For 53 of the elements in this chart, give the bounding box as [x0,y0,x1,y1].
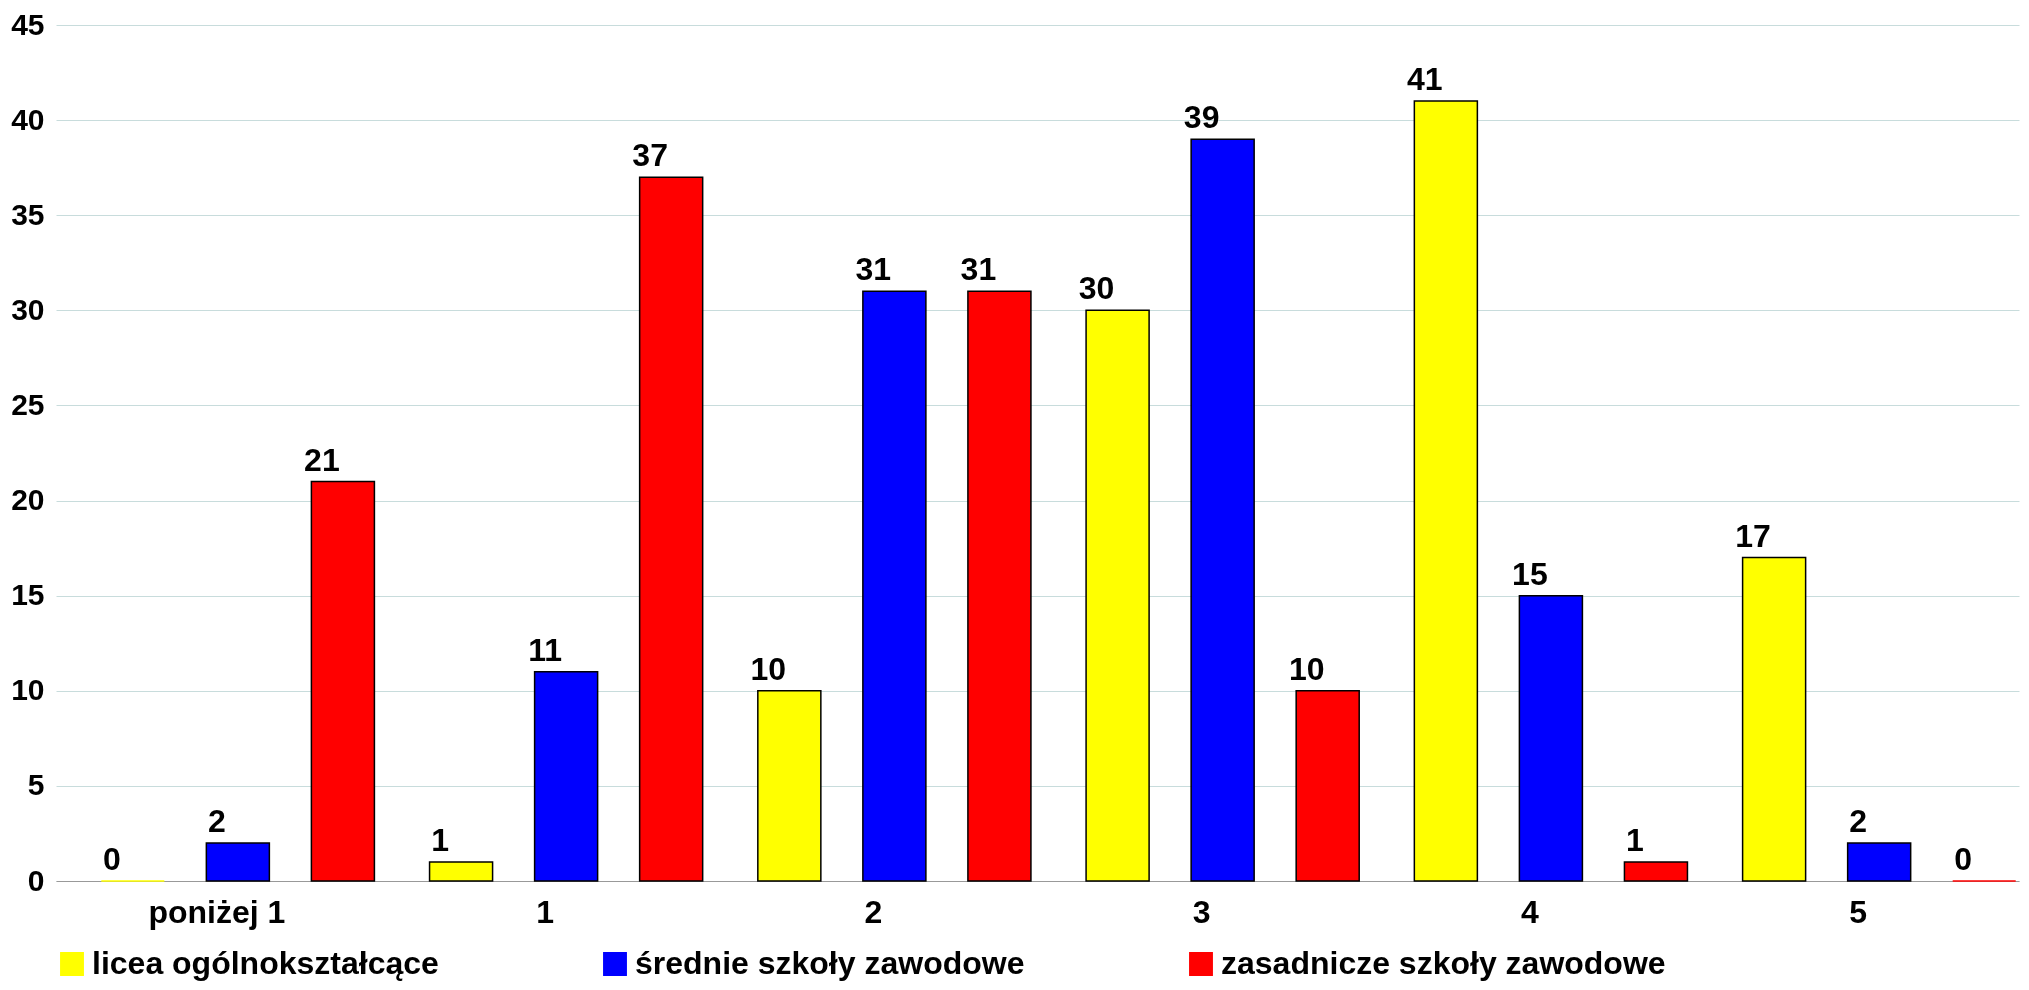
y-tick-label: 25 [11,387,45,421]
data-label: 0 [102,841,121,877]
data-label: 11 [528,631,563,668]
bar [1295,690,1360,882]
bar [1518,594,1584,882]
x-tick-label: 2 [864,893,883,930]
bar [1741,556,1807,882]
x-tick-label: 4 [1520,893,1539,930]
y-tick-label: 0 [27,863,45,897]
data-label: 21 [304,441,340,478]
bar [533,671,599,882]
bar [1190,138,1255,882]
bar [1413,100,1479,882]
x-tick-label: 3 [1192,893,1211,930]
bar [1085,309,1150,882]
x-tick-label: 1 [536,893,555,930]
y-tick-label: 15 [11,578,45,612]
data-label: 2 [1849,802,1868,839]
bar [1846,842,1912,882]
y-tick-label: 20 [11,483,45,517]
data-label: 17 [1735,517,1771,554]
data-label: 0 [1954,841,1973,877]
data-label: 41 [1407,61,1443,98]
data-label: 31 [960,251,997,288]
bar [638,176,704,882]
x-tick-label: poniżej 1 [148,893,286,930]
data-label: 31 [855,251,892,288]
bar [862,290,927,882]
legend-label: licea ogólnokształcące [92,945,439,981]
y-tick-label: 10 [11,673,45,707]
data-label: 37 [632,137,668,174]
data-label: 39 [1183,99,1220,136]
data-label: 1 [1626,821,1644,858]
x-tick-label: 5 [1849,893,1868,930]
bar [428,861,494,882]
bar [757,690,822,882]
data-label: 30 [1078,270,1115,307]
data-label: 10 [1288,650,1325,687]
data-label: 2 [207,802,226,839]
data-label: 10 [750,650,787,687]
y-tick-label: 35 [11,197,45,231]
data-label: 1 [431,821,449,858]
legend-label: zasadnicze szkoły zawodowe [1221,945,1666,981]
y-tick-label: 30 [11,292,45,326]
y-tick-label: 40 [11,102,45,136]
y-tick-label: 5 [27,768,45,802]
bar [205,842,271,882]
bar [967,290,1032,882]
bar [1623,861,1689,882]
bar [310,480,376,882]
y-tick-label: 45 [11,7,45,41]
legend-label: średnie szkoły zawodowe [635,945,1025,981]
data-label: 15 [1512,555,1548,592]
